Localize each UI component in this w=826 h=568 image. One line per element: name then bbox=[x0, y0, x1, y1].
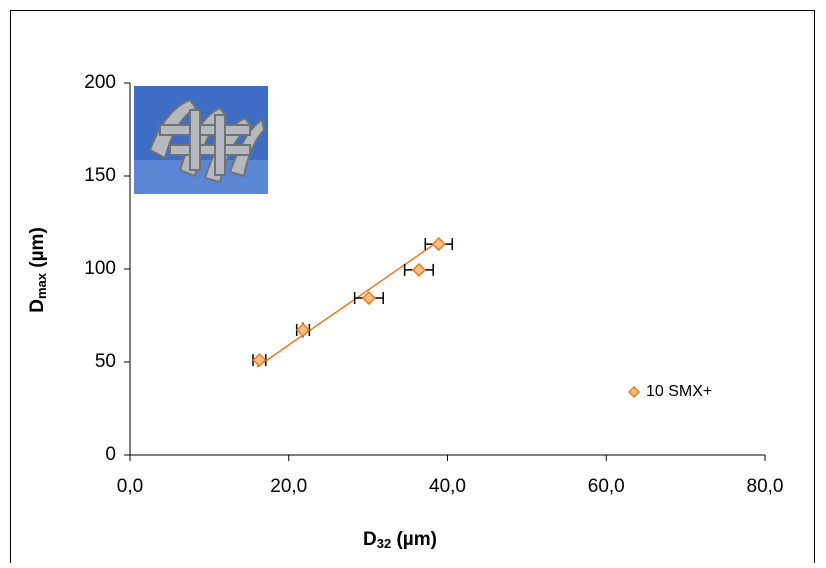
x-title-main: D bbox=[363, 529, 377, 550]
point bbox=[431, 237, 446, 252]
x-tick-label: 20,0 bbox=[270, 476, 307, 497]
x-tick-label: 0,0 bbox=[117, 476, 143, 497]
y-title-sub: max bbox=[34, 272, 49, 299]
point bbox=[252, 353, 267, 368]
x-tick-label: 40,0 bbox=[429, 476, 466, 497]
point bbox=[411, 262, 426, 277]
inset-photo bbox=[134, 86, 268, 194]
y-title-main: D bbox=[27, 299, 48, 313]
legend-marker bbox=[627, 385, 641, 399]
y-tick-label: 50 bbox=[95, 351, 116, 372]
point bbox=[361, 290, 376, 306]
y-tick-label: 0 bbox=[105, 444, 116, 465]
y-tick-label: 100 bbox=[84, 258, 116, 279]
fit-line bbox=[256, 239, 441, 368]
point bbox=[295, 322, 311, 338]
x-title-unit: (µm) bbox=[391, 529, 437, 550]
legend-label: 10 SMX+ bbox=[646, 383, 712, 400]
x-title-sub: 32 bbox=[377, 536, 391, 551]
y-tick-label: 200 bbox=[84, 72, 116, 93]
x-tick-label: 80,0 bbox=[747, 476, 784, 497]
x-axis-title: D32 (µm) bbox=[363, 529, 437, 551]
y-axis-title: Dmax (µm) bbox=[27, 227, 49, 313]
x-tick-label: 60,0 bbox=[588, 476, 625, 497]
y-title-unit: (µm) bbox=[27, 227, 48, 273]
y-tick-label: 150 bbox=[84, 165, 116, 186]
